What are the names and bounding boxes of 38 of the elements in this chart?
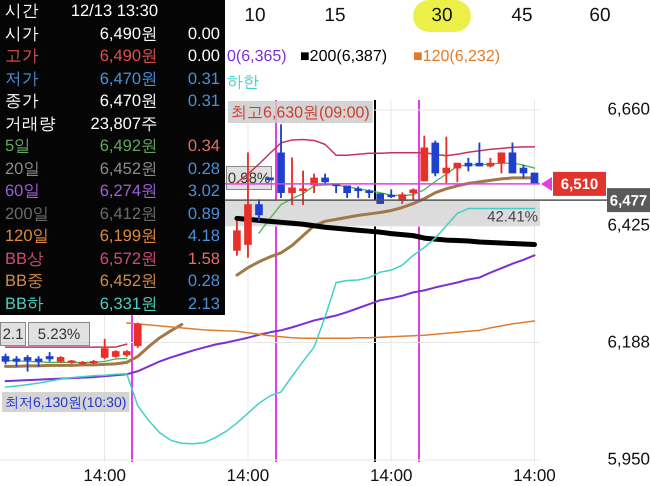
text: 종가 6,470원 0.31	[5, 92, 220, 110]
annotation: 최저6,130원(10:30)	[5, 394, 126, 410]
text: 고가 6,490원 0.00	[5, 47, 220, 65]
text: 시가 6,490원 0.00	[5, 24, 220, 42]
text: 20일 6,452원 0.28	[5, 160, 220, 178]
text: 60	[588, 4, 612, 28]
text: 거래량 23,807주	[5, 114, 158, 132]
text: 30	[413, 0, 471, 32]
text: 하한	[227, 73, 259, 93]
x-tick-label: 14:00	[512, 466, 557, 486]
text: 5일 6,492원 0.34	[5, 137, 220, 155]
text: 15	[323, 4, 347, 28]
x-tick-label: 14:00	[82, 466, 127, 486]
text: 200일 6,412원 0.89	[5, 204, 220, 222]
text: 저가 6,470원 0.31	[5, 70, 220, 88]
text: 0(6,365)	[227, 47, 287, 67]
text: 60일 6,274원 3.02	[5, 182, 220, 200]
text: BB상 6,572원 1.58	[5, 250, 220, 268]
text: 120일 6,199원 4.18	[5, 227, 220, 245]
text: 시간 12/13 13:30	[5, 2, 158, 20]
text: BB중 6,452원 0.28	[5, 272, 220, 290]
annotation: 최고6,630원(09:00)	[231, 104, 370, 122]
annotation: 2.1	[2, 326, 24, 344]
annotation: 5.23%	[38, 326, 80, 344]
text: ■120(6,232)	[413, 47, 500, 67]
ref-line-label: 6,477	[610, 192, 648, 210]
x-tick-label: 14:00	[368, 466, 414, 486]
text: BB하 6,331원 2.13	[5, 294, 220, 312]
band-label: 42.41%	[487, 208, 538, 226]
y-tick-label: 6,188	[607, 332, 650, 352]
text: 45	[510, 4, 534, 28]
ref-line-label: 6,510	[560, 176, 598, 193]
text: 10	[243, 4, 267, 28]
text: ■200(6,387)	[300, 47, 388, 67]
y-tick-label: 5,950	[607, 450, 650, 469]
y-tick-label: 6,425	[607, 215, 650, 234]
x-tick-label: 14:00	[226, 466, 270, 486]
y-tick-label: 6,660	[607, 100, 650, 119]
